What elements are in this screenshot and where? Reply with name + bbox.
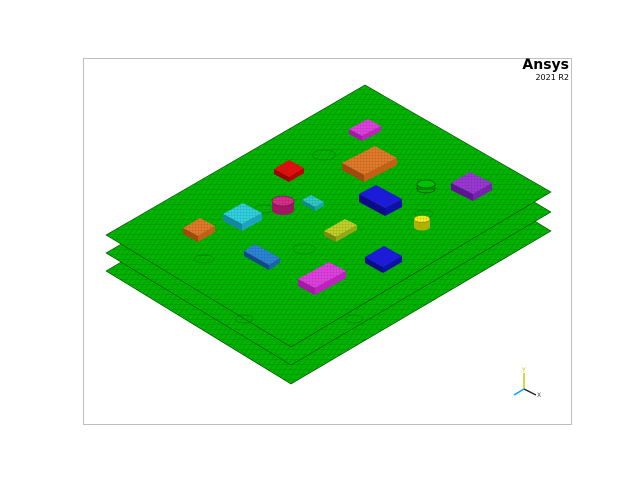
component-steelblue[interactable] bbox=[244, 244, 280, 270]
component-blue-upper[interactable] bbox=[359, 185, 402, 216]
component-magenta-large[interactable] bbox=[298, 262, 346, 295]
triad-y-label: Y bbox=[521, 367, 526, 374]
xyz-triad-icon: Y X bbox=[513, 367, 541, 399]
component-violet[interactable] bbox=[451, 172, 492, 201]
board-layer-top bbox=[105, 84, 552, 348]
component-cylinder-top[interactable] bbox=[416, 179, 436, 194]
component-yellow-cylinder[interactable] bbox=[413, 215, 431, 231]
component-pink-cylinder[interactable] bbox=[271, 195, 295, 215]
component-red[interactable] bbox=[274, 160, 304, 182]
ansys-brand: Ansys 2021 R2 bbox=[522, 58, 569, 82]
component-olive[interactable] bbox=[324, 219, 357, 242]
brand-version: 2021 R2 bbox=[535, 73, 569, 82]
graphics-viewport[interactable]: Ansys 2021 R2 Y X bbox=[83, 58, 572, 425]
component-orange-large[interactable] bbox=[342, 146, 397, 182]
component-cyan[interactable] bbox=[223, 203, 262, 231]
component-magenta-top[interactable] bbox=[349, 119, 381, 141]
component-orange-small[interactable] bbox=[183, 218, 215, 242]
component-blue-lower[interactable] bbox=[365, 246, 402, 273]
triad-x-label: X bbox=[537, 392, 541, 399]
component-teal-small[interactable] bbox=[302, 195, 324, 211]
brand-name: Ansys bbox=[522, 57, 569, 73]
pcb-model-scene[interactable] bbox=[84, 59, 571, 424]
